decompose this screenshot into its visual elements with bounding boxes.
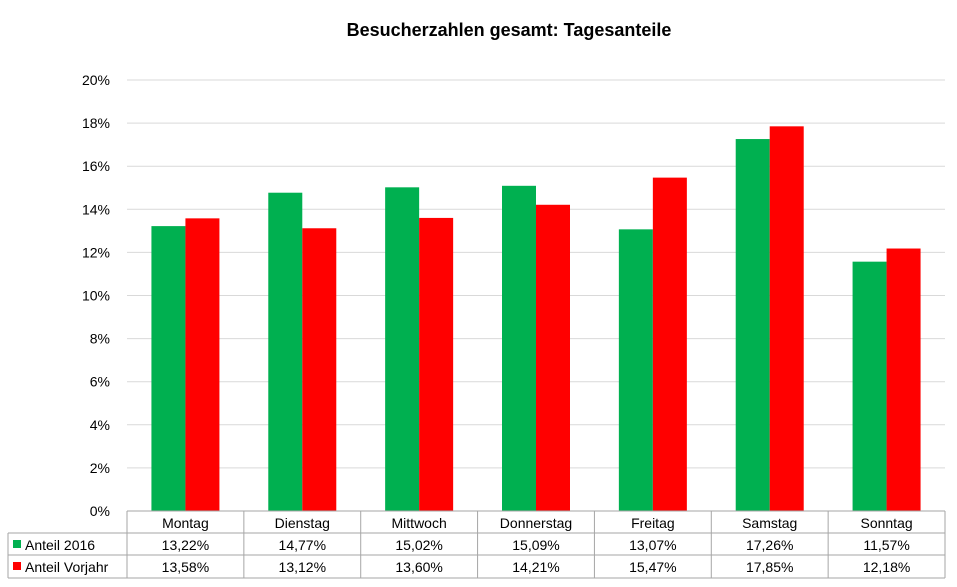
legend-label: Anteil 2016 — [25, 537, 95, 553]
y-tick-label: 14% — [82, 201, 110, 217]
data-label: 14,21% — [512, 559, 559, 575]
bar-anteil-vorjahr — [769, 126, 804, 512]
bar-anteil-vorjahr — [886, 248, 921, 511]
category-label: Freitag — [631, 515, 675, 531]
data-label: 13,60% — [395, 559, 442, 575]
category-label: Mittwoch — [392, 515, 447, 531]
data-label: 17,85% — [746, 559, 793, 575]
bar-anteil-2016 — [735, 139, 770, 511]
category-label: Sonntag — [860, 515, 912, 531]
bar-anteil-vorjahr — [536, 204, 570, 511]
y-tick-label: 4% — [90, 417, 110, 433]
bar-anteil-2016 — [618, 229, 653, 512]
legend-key-anteil-2016 — [13, 540, 21, 548]
category-label: Dienstag — [275, 515, 330, 531]
y-tick-label: 12% — [82, 244, 110, 260]
y-tick-label: 10% — [82, 288, 110, 304]
category-label: Montag — [162, 515, 209, 531]
y-tick-label: 16% — [82, 158, 110, 174]
data-label: 11,57% — [863, 537, 909, 553]
bar-anteil-2016 — [385, 187, 420, 511]
data-label: 17,26% — [746, 537, 793, 553]
category-label: Samstag — [742, 515, 797, 531]
data-label: 15,02% — [395, 537, 442, 553]
legend-label: Anteil Vorjahr — [25, 559, 109, 575]
y-tick-label: 6% — [90, 374, 110, 390]
data-label: 13,07% — [629, 537, 676, 553]
bar-anteil-2016 — [151, 226, 186, 511]
y-tick-label: 20% — [82, 72, 110, 88]
y-tick-label: 2% — [90, 460, 110, 476]
y-tick-label: 0% — [90, 503, 110, 519]
chart-title: Besucherzahlen gesamt: Tagesanteile — [347, 20, 672, 40]
data-label: 13,12% — [279, 559, 326, 575]
data-label: 14,77% — [279, 537, 326, 553]
y-tick-label: 18% — [82, 115, 110, 131]
category-label: Donnerstag — [500, 515, 572, 531]
data-label: 12,18% — [863, 559, 910, 575]
data-label: 15,47% — [629, 559, 676, 575]
bar-anteil-vorjahr — [652, 177, 687, 511]
bar-anteil-2016 — [852, 261, 887, 511]
bar-anteil-2016 — [502, 185, 536, 512]
bar-anteil-vorjahr — [302, 228, 337, 511]
data-label: 13,58% — [162, 559, 209, 575]
bar-anteil-vorjahr — [419, 217, 454, 512]
bar-anteil-vorjahr — [185, 218, 220, 511]
bar-anteil-2016 — [268, 192, 303, 512]
legend-key-anteil-vorjahr — [13, 562, 21, 570]
y-tick-label: 8% — [90, 331, 110, 347]
data-label: 15,09% — [512, 537, 559, 553]
data-label: 13,22% — [162, 537, 209, 553]
